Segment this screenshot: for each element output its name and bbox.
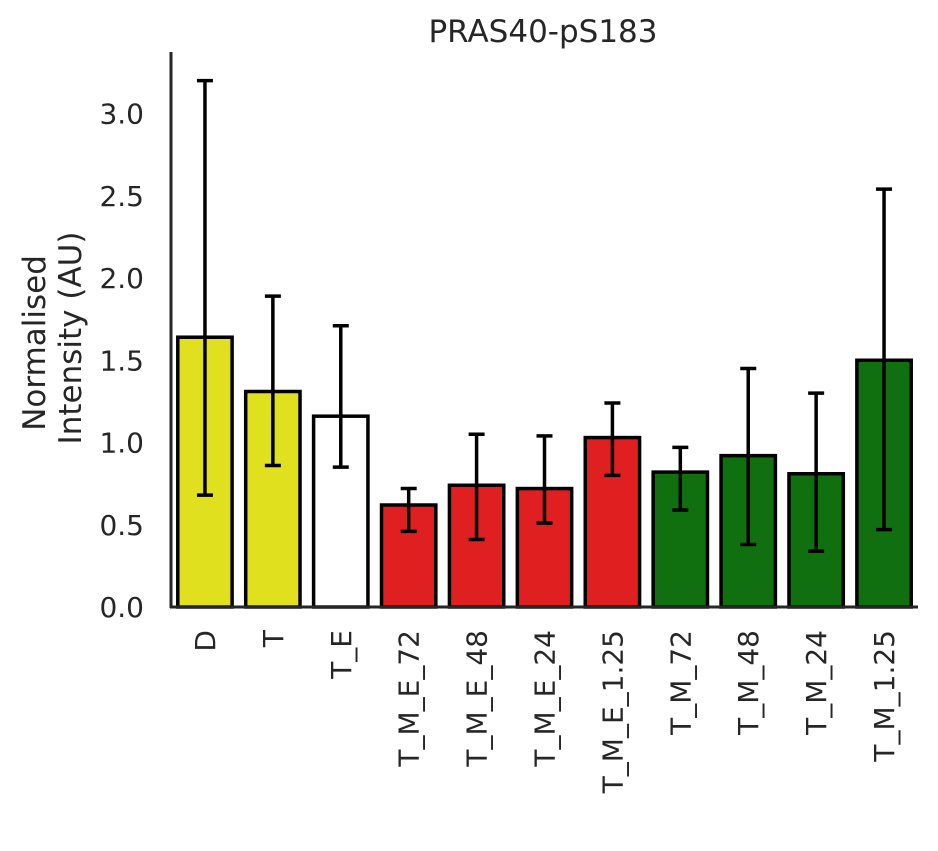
error-bar-T_M_E_48 (468, 432, 485, 542)
x-tick-label: T_M_48 (732, 630, 765, 736)
y-ticks-layer: 0.0 0.5 1.0 1.5 2.0 2.5 3.0 (99, 98, 144, 625)
y-tick-label: 2.0 (99, 262, 144, 295)
x-ticks-layer: D T T_E T_M_E_72 T_M_E_48 T_M_E_24 T_M_E_1.25 T… (189, 629, 901, 794)
error-bar-T (264, 294, 281, 468)
x-tick-label: T_M_24 (800, 630, 833, 736)
y-axis-label-line-2: Intensity (AU) (53, 232, 89, 445)
y-tick-label: 1.0 (99, 427, 144, 460)
error-bar-T_E (332, 323, 349, 469)
y-tick-label: 0.5 (99, 509, 144, 542)
y-axis-label: Normalised Intensity (AU) (17, 232, 89, 445)
error-bar-D (196, 78, 213, 497)
x-tick-label: T_M_E_48 (461, 630, 494, 768)
error-bar-T_M_E_72 (400, 486, 417, 534)
error-bars-layer (196, 78, 893, 553)
error-bar-T_M_E_24 (536, 434, 553, 525)
x-tick-label: T_M_1.25 (868, 630, 901, 763)
bar-T_M_E_72 (379, 503, 438, 609)
error-bar-T_M_E_1.25 (604, 401, 621, 478)
y-tick-label: 3.0 (99, 98, 144, 131)
chart-title: PRAS40-pS183 (428, 14, 657, 50)
x-tick-label: T_M_E_24 (529, 630, 562, 768)
x-tick-label: T_M_72 (664, 630, 697, 736)
error-bar-T_M_48 (740, 366, 757, 547)
x-tick-label: T (257, 629, 290, 648)
error-bar-T_M_1.25 (876, 187, 893, 532)
x-tick-label: T_E (325, 630, 358, 680)
y-tick-label: 1.5 (99, 344, 144, 377)
x-tick-label: T_M_E_1.25 (596, 630, 629, 794)
y-tick-label: 0.0 (99, 591, 144, 624)
error-bar-T_M_24 (808, 391, 825, 553)
x-tick-label: T_M_E_72 (393, 630, 426, 768)
x-tick-label: D (189, 630, 222, 652)
y-tick-label: 2.5 (99, 180, 144, 213)
y-axis-label-line-1: Normalised (17, 255, 53, 431)
error-bar-T_M_72 (672, 445, 689, 512)
